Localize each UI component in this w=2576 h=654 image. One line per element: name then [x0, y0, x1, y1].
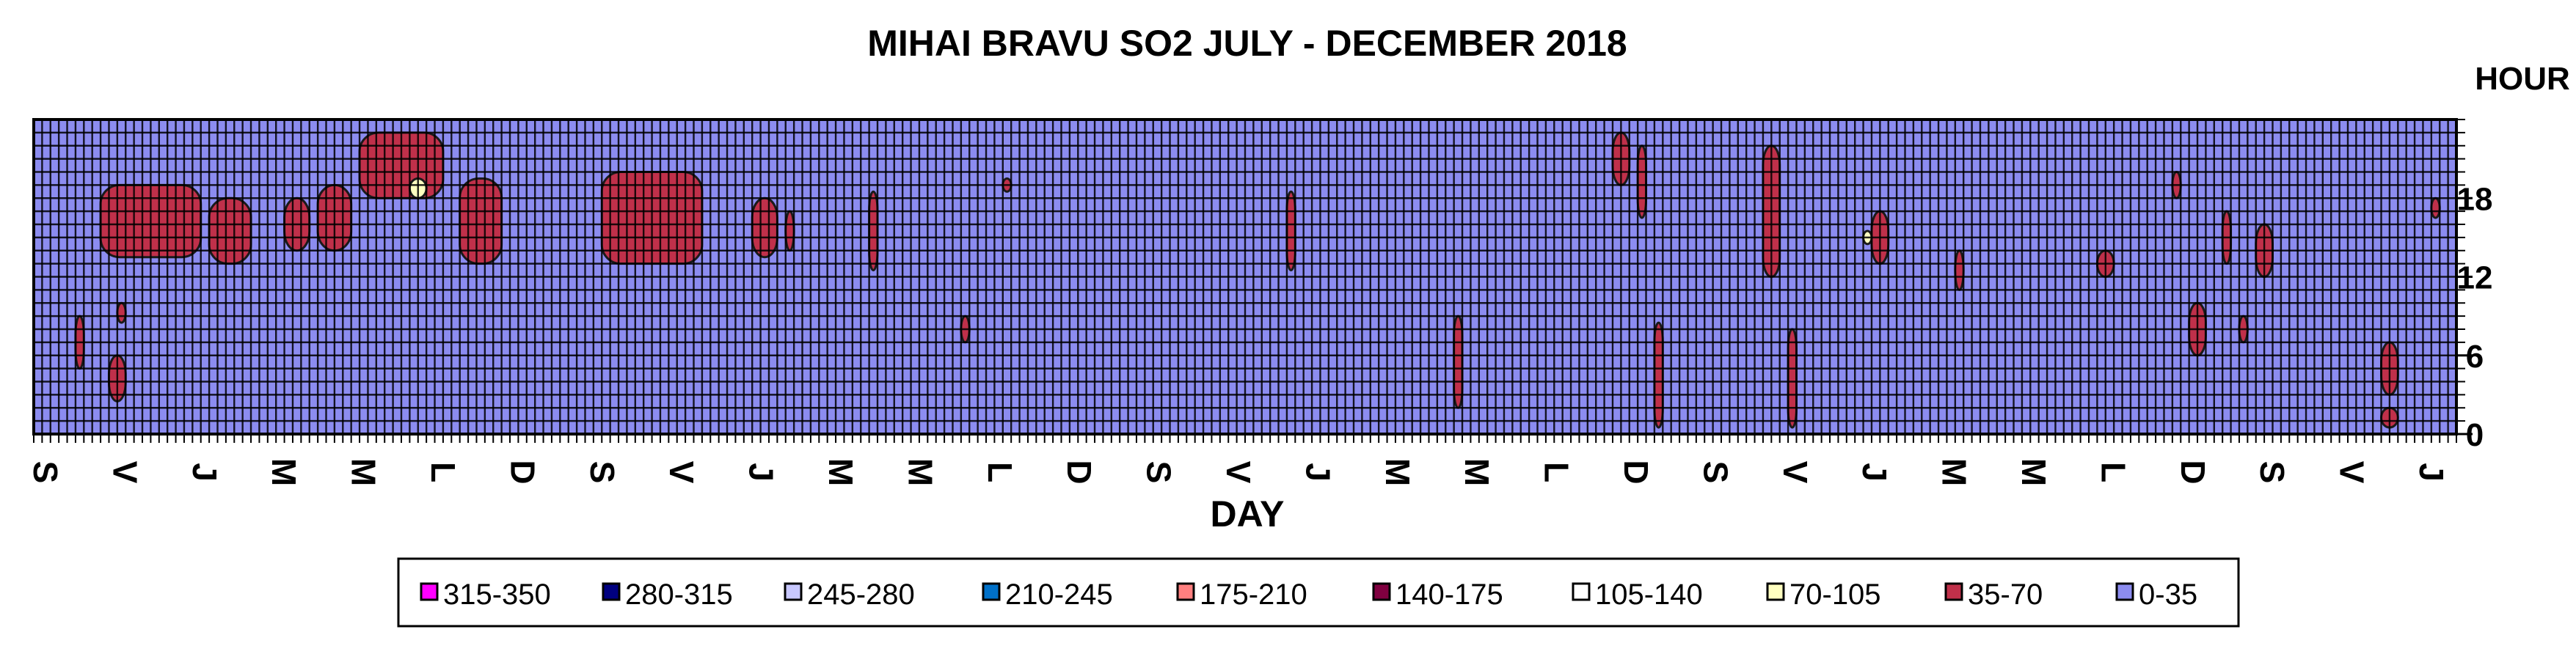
x-tick-label: D — [503, 460, 541, 484]
x-tick-label: J — [1856, 463, 1894, 482]
x-tick-label: L — [2094, 462, 2132, 482]
legend-label: 0-35 — [2139, 578, 2197, 611]
x-tick-label: J — [1299, 463, 1337, 482]
heatmap-region — [208, 196, 252, 265]
legend: 315-350 280-315 245-280 210-245 175-210 140-1… — [420, 578, 2197, 611]
legend-label: 245-280 — [807, 578, 915, 611]
x-tick-label: D — [2174, 460, 2212, 484]
x-tick-label: L — [424, 462, 462, 482]
x-tick-label: M — [901, 458, 939, 486]
legend-label: 140-175 — [1395, 578, 1503, 611]
x-tick-label: L — [981, 462, 1019, 482]
x-tick-label: V — [106, 461, 144, 484]
heatmap-region — [784, 210, 795, 252]
legend-box — [397, 557, 2240, 628]
y-tick-label: 12 — [2457, 260, 2493, 296]
legend-swatch — [1944, 582, 1963, 601]
x-tick-label: S — [583, 461, 621, 484]
legend-swatch — [1176, 582, 1195, 601]
heatmap-region — [116, 301, 127, 324]
x-axis-label: DAY — [1211, 493, 1285, 534]
y-tick-label: 6 — [2466, 339, 2484, 375]
legend-label: 70-105 — [1789, 578, 1881, 611]
heatmap-region — [1636, 144, 1648, 219]
heatmap-region — [2430, 196, 2441, 219]
x-tick-label: M — [1379, 458, 1417, 486]
legend-label: 280-315 — [625, 578, 733, 611]
legend-swatch — [1766, 582, 1785, 601]
legend-swatch — [1572, 582, 1591, 601]
heatmap-region — [1653, 321, 1664, 429]
x-tick-label: M — [345, 458, 383, 486]
x-tick-label: S — [26, 461, 65, 484]
plot-grid — [32, 118, 2458, 436]
heatmap-region — [868, 190, 879, 272]
legend-label: 210-245 — [1005, 578, 1113, 611]
heatmap-region — [1285, 190, 1296, 272]
legend-label: 105-140 — [1595, 578, 1703, 611]
heatmap-region — [751, 196, 778, 259]
x-tick-label: S — [1140, 461, 1178, 484]
x-tick-label: M — [822, 458, 860, 486]
legend-swatch — [602, 582, 621, 601]
heatmap-region — [1954, 249, 1965, 291]
legend-swatch — [784, 582, 803, 601]
heatmap-region — [1787, 328, 1798, 429]
x-tick-label: J — [2412, 463, 2451, 482]
x-tick-label: D — [1617, 460, 1655, 484]
y-tick-label: 18 — [2457, 181, 2493, 217]
x-tick-label: L — [1538, 462, 1576, 482]
x-tick-label: S — [2253, 461, 2291, 484]
x-tick-label: V — [1219, 461, 1258, 484]
x-tick-label: V — [663, 461, 701, 484]
legend-label: 35-70 — [1968, 578, 2043, 611]
x-tick-label: M — [265, 458, 303, 486]
y-tick-label: 0 — [2466, 417, 2484, 453]
y-axis-label: HOUR — [2475, 61, 2570, 97]
x-tick-label: D — [1060, 460, 1098, 484]
x-tick-label: M — [2015, 458, 2053, 486]
x-tick-label: V — [1776, 461, 1814, 484]
x-tick-label: M — [1458, 458, 1496, 486]
x-tick-label: M — [1935, 458, 1974, 486]
legend-swatch — [420, 582, 439, 601]
legend-swatch — [1372, 582, 1391, 601]
legend-swatch — [2115, 582, 2134, 601]
legend-label: 175-210 — [1200, 578, 1307, 611]
legend-label: 315-350 — [443, 578, 551, 611]
x-tick-label: V — [2333, 461, 2371, 484]
x-tick-label: S — [1696, 461, 1734, 484]
x-tick-label: J — [742, 463, 781, 482]
x-tick-label: J — [186, 463, 224, 482]
chart-title: MIHAI BRAVU SO2 JULY - DECEMBER 2018 — [867, 23, 1627, 64]
legend-swatch — [982, 582, 1001, 601]
